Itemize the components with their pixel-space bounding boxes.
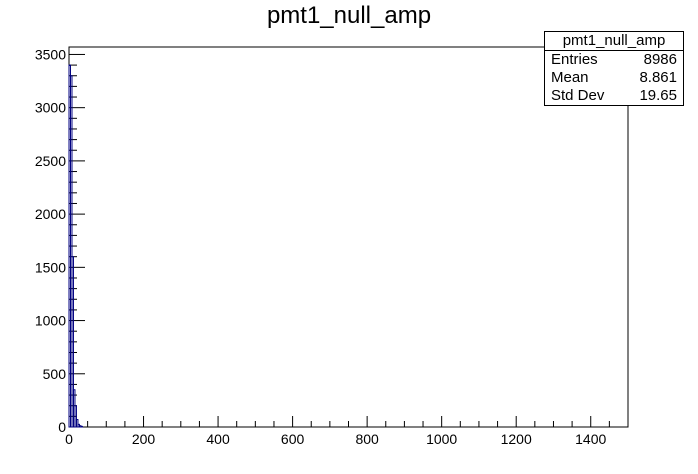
- x-tick-label: 1200: [501, 431, 532, 447]
- stats-row-entries: Entries 8986: [545, 51, 683, 69]
- axis-ticks: 0 200 400 600 800 1000 1200 1400 0 500 1000 1500 200…: [35, 46, 629, 447]
- x-tick-label: 800: [355, 431, 379, 447]
- y-tick-label: 1500: [35, 259, 66, 275]
- histogram-bin: [75, 419, 79, 428]
- y-tick-label: 1000: [35, 313, 66, 329]
- stats-row-stddev: Std Dev 19.65: [545, 87, 683, 105]
- histogram-bin: [69, 75, 73, 428]
- x-tick-label: 400: [206, 431, 230, 447]
- stats-value: 8.861: [639, 69, 677, 86]
- histogram-bin: [71, 256, 74, 428]
- y-tick-label: 2000: [35, 206, 66, 222]
- stats-label: Std Dev: [551, 87, 605, 104]
- x-tick-label: 200: [132, 431, 156, 447]
- x-tick-label: 1000: [426, 431, 457, 447]
- stats-label: Entries: [551, 51, 598, 68]
- y-tick-label: 3000: [35, 100, 66, 116]
- y-tick-label: 2500: [35, 153, 66, 169]
- histogram-bin: [80, 425, 83, 428]
- x-tick-label: 1400: [575, 431, 606, 447]
- stats-label: Mean: [551, 69, 589, 86]
- stats-row-mean: Mean 8.861: [545, 69, 683, 87]
- x-tick-label: 0: [65, 431, 73, 447]
- stats-value: 19.65: [639, 87, 677, 104]
- histogram-bins: [68, 64, 83, 428]
- histogram-bin: [74, 405, 77, 428]
- y-tick-label: 500: [43, 366, 67, 382]
- chart-title: pmt1_null_amp: [266, 2, 432, 29]
- stats-box: pmt1_null_amp Entries 8986 Mean 8.861 St…: [544, 31, 684, 106]
- stats-name: pmt1_null_amp: [545, 32, 683, 51]
- stats-value: 8986: [643, 51, 677, 68]
- y-tick-label: 0: [58, 419, 66, 435]
- y-tick-label: 3500: [35, 46, 66, 62]
- x-tick-label: 600: [281, 431, 305, 447]
